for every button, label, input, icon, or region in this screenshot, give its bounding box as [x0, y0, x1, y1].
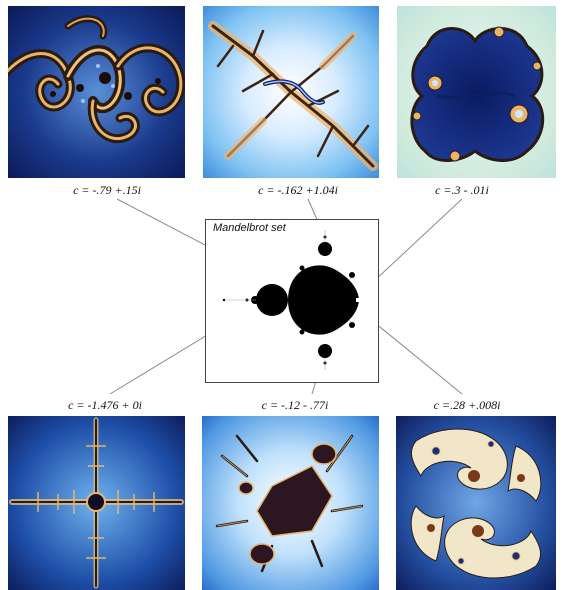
mandelbrot-title: Mandelbrot set	[213, 222, 286, 234]
julia-panel-bottom-right	[396, 416, 556, 590]
julia-panel-bottom-center	[202, 416, 379, 590]
caption-bottom-right: c =.28 +.008i	[433, 398, 501, 412]
caption-bottom-left: c = -1.476 + 0i	[68, 398, 142, 412]
caption-top-left: c = -.79 +.15i	[73, 183, 141, 197]
julia-panel-top-right	[397, 6, 556, 178]
mandelbrot-panel: Mandelbrot set	[205, 219, 379, 383]
caption-bottom-center: c = -.12 - .77i	[261, 398, 329, 412]
caption-top-center: c = -.162 +1.04i	[258, 183, 338, 197]
julia-panel-bottom-left	[8, 416, 185, 590]
julia-panel-top-center	[203, 6, 379, 178]
julia-panel-top-left	[8, 6, 185, 178]
caption-top-right: c =.3 - .01i	[435, 183, 489, 197]
mandelbrot-set	[222, 230, 366, 370]
